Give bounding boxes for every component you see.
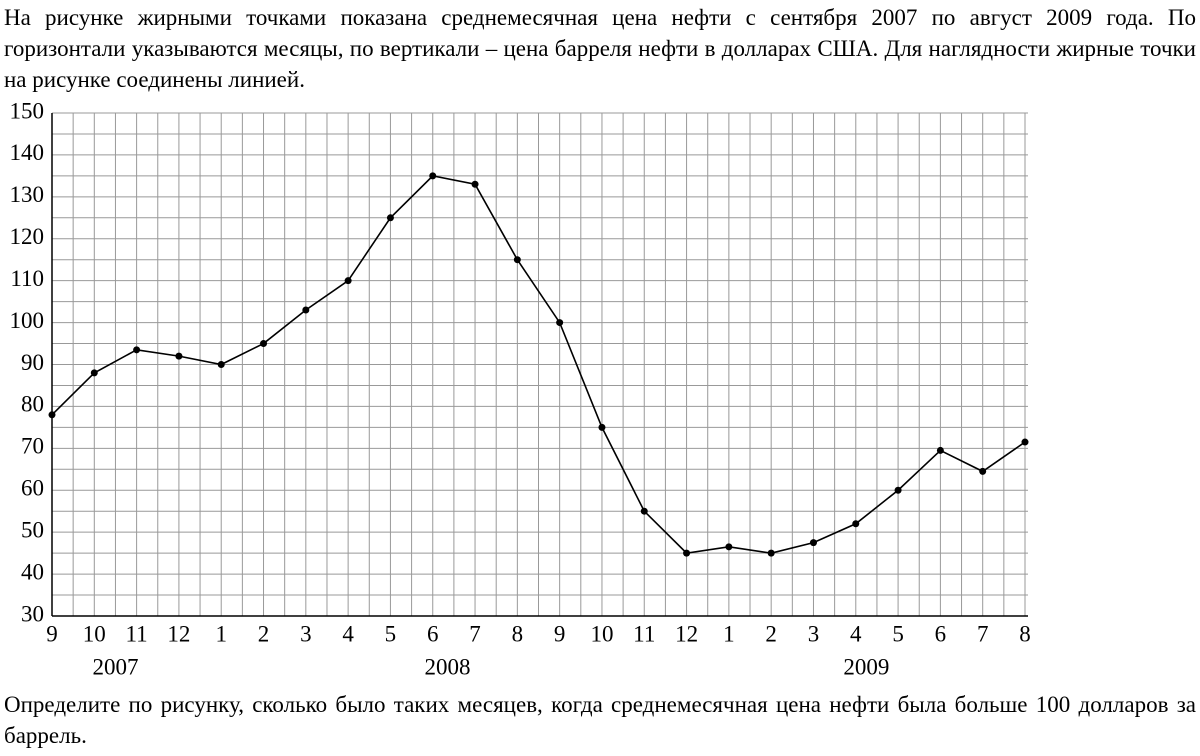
x-tick-label: 11 [126,621,148,646]
price-point [90,369,98,377]
y-tick-label: 100 [10,308,45,333]
x-tick-label: 6 [427,621,439,646]
price-point [598,423,606,431]
price-point [471,180,479,188]
x-tick-label: 2 [258,621,270,646]
y-tick-label: 30 [21,601,44,626]
x-tick-label: 9 [46,621,58,646]
price-line [51,175,1026,554]
y-tick-label: 80 [21,392,44,417]
x-tick-label: 11 [633,621,655,646]
x-tick-label: 10 [83,621,106,646]
x-tick-label: 9 [554,621,566,646]
x-tick-label: 4 [342,621,354,646]
y-tick-label: 140 [10,140,45,165]
price-point [133,346,141,354]
price-point [48,411,56,419]
price-point [217,361,225,368]
price-point [556,319,564,327]
price-point [979,467,987,475]
y-tick-label: 50 [21,517,44,542]
price-point [429,172,437,180]
y-tick-label: 150 [10,98,45,123]
year-label: 2007 [92,654,138,679]
x-tick-label: 3 [300,621,312,646]
price-point [344,277,352,285]
x-tick-label: 7 [977,621,989,646]
y-tick-label: 130 [10,182,45,207]
price-point [894,486,902,494]
x-tick-label: 4 [850,621,862,646]
x-tick-label: 5 [892,621,904,646]
y-tick-label: 40 [21,559,44,584]
price-point [260,340,268,348]
price-point [809,539,817,547]
x-tick-label: 5 [385,621,397,646]
x-tick-label: 12 [675,621,698,646]
x-tick-label: 8 [512,621,524,646]
problem-text: На рисунке жирными точками показана сред… [4,5,1196,92]
x-tick-label: 6 [935,621,947,646]
x-tick-label: 8 [1019,621,1031,646]
price-point [725,543,733,551]
price-point [175,352,183,360]
y-tick-label: 110 [10,266,44,291]
price-point [936,446,944,454]
x-tick-label: 12 [167,621,190,646]
y-tick-label: 60 [21,476,44,501]
price-point [852,520,860,528]
price-point [683,549,691,557]
question-text: Определите по рисунку, сколько было таки… [4,692,1196,748]
price-point [640,507,648,515]
price-point [386,214,394,222]
y-tick-label: 120 [10,224,45,249]
x-tick-label: 1 [215,621,227,646]
price-point [1021,438,1029,446]
x-tick-label: 3 [808,621,820,646]
year-label: 2008 [425,654,471,679]
y-tick-label: 70 [21,434,44,459]
price-point [302,306,310,314]
x-tick-label: 1 [723,621,735,646]
year-label: 2009 [843,654,889,679]
price-point [767,549,775,557]
x-tick-label: 10 [590,621,613,646]
price-point [513,256,521,264]
x-tick-label: 7 [469,621,481,646]
y-tick-label: 90 [21,350,44,375]
x-tick-label: 2 [765,621,777,646]
